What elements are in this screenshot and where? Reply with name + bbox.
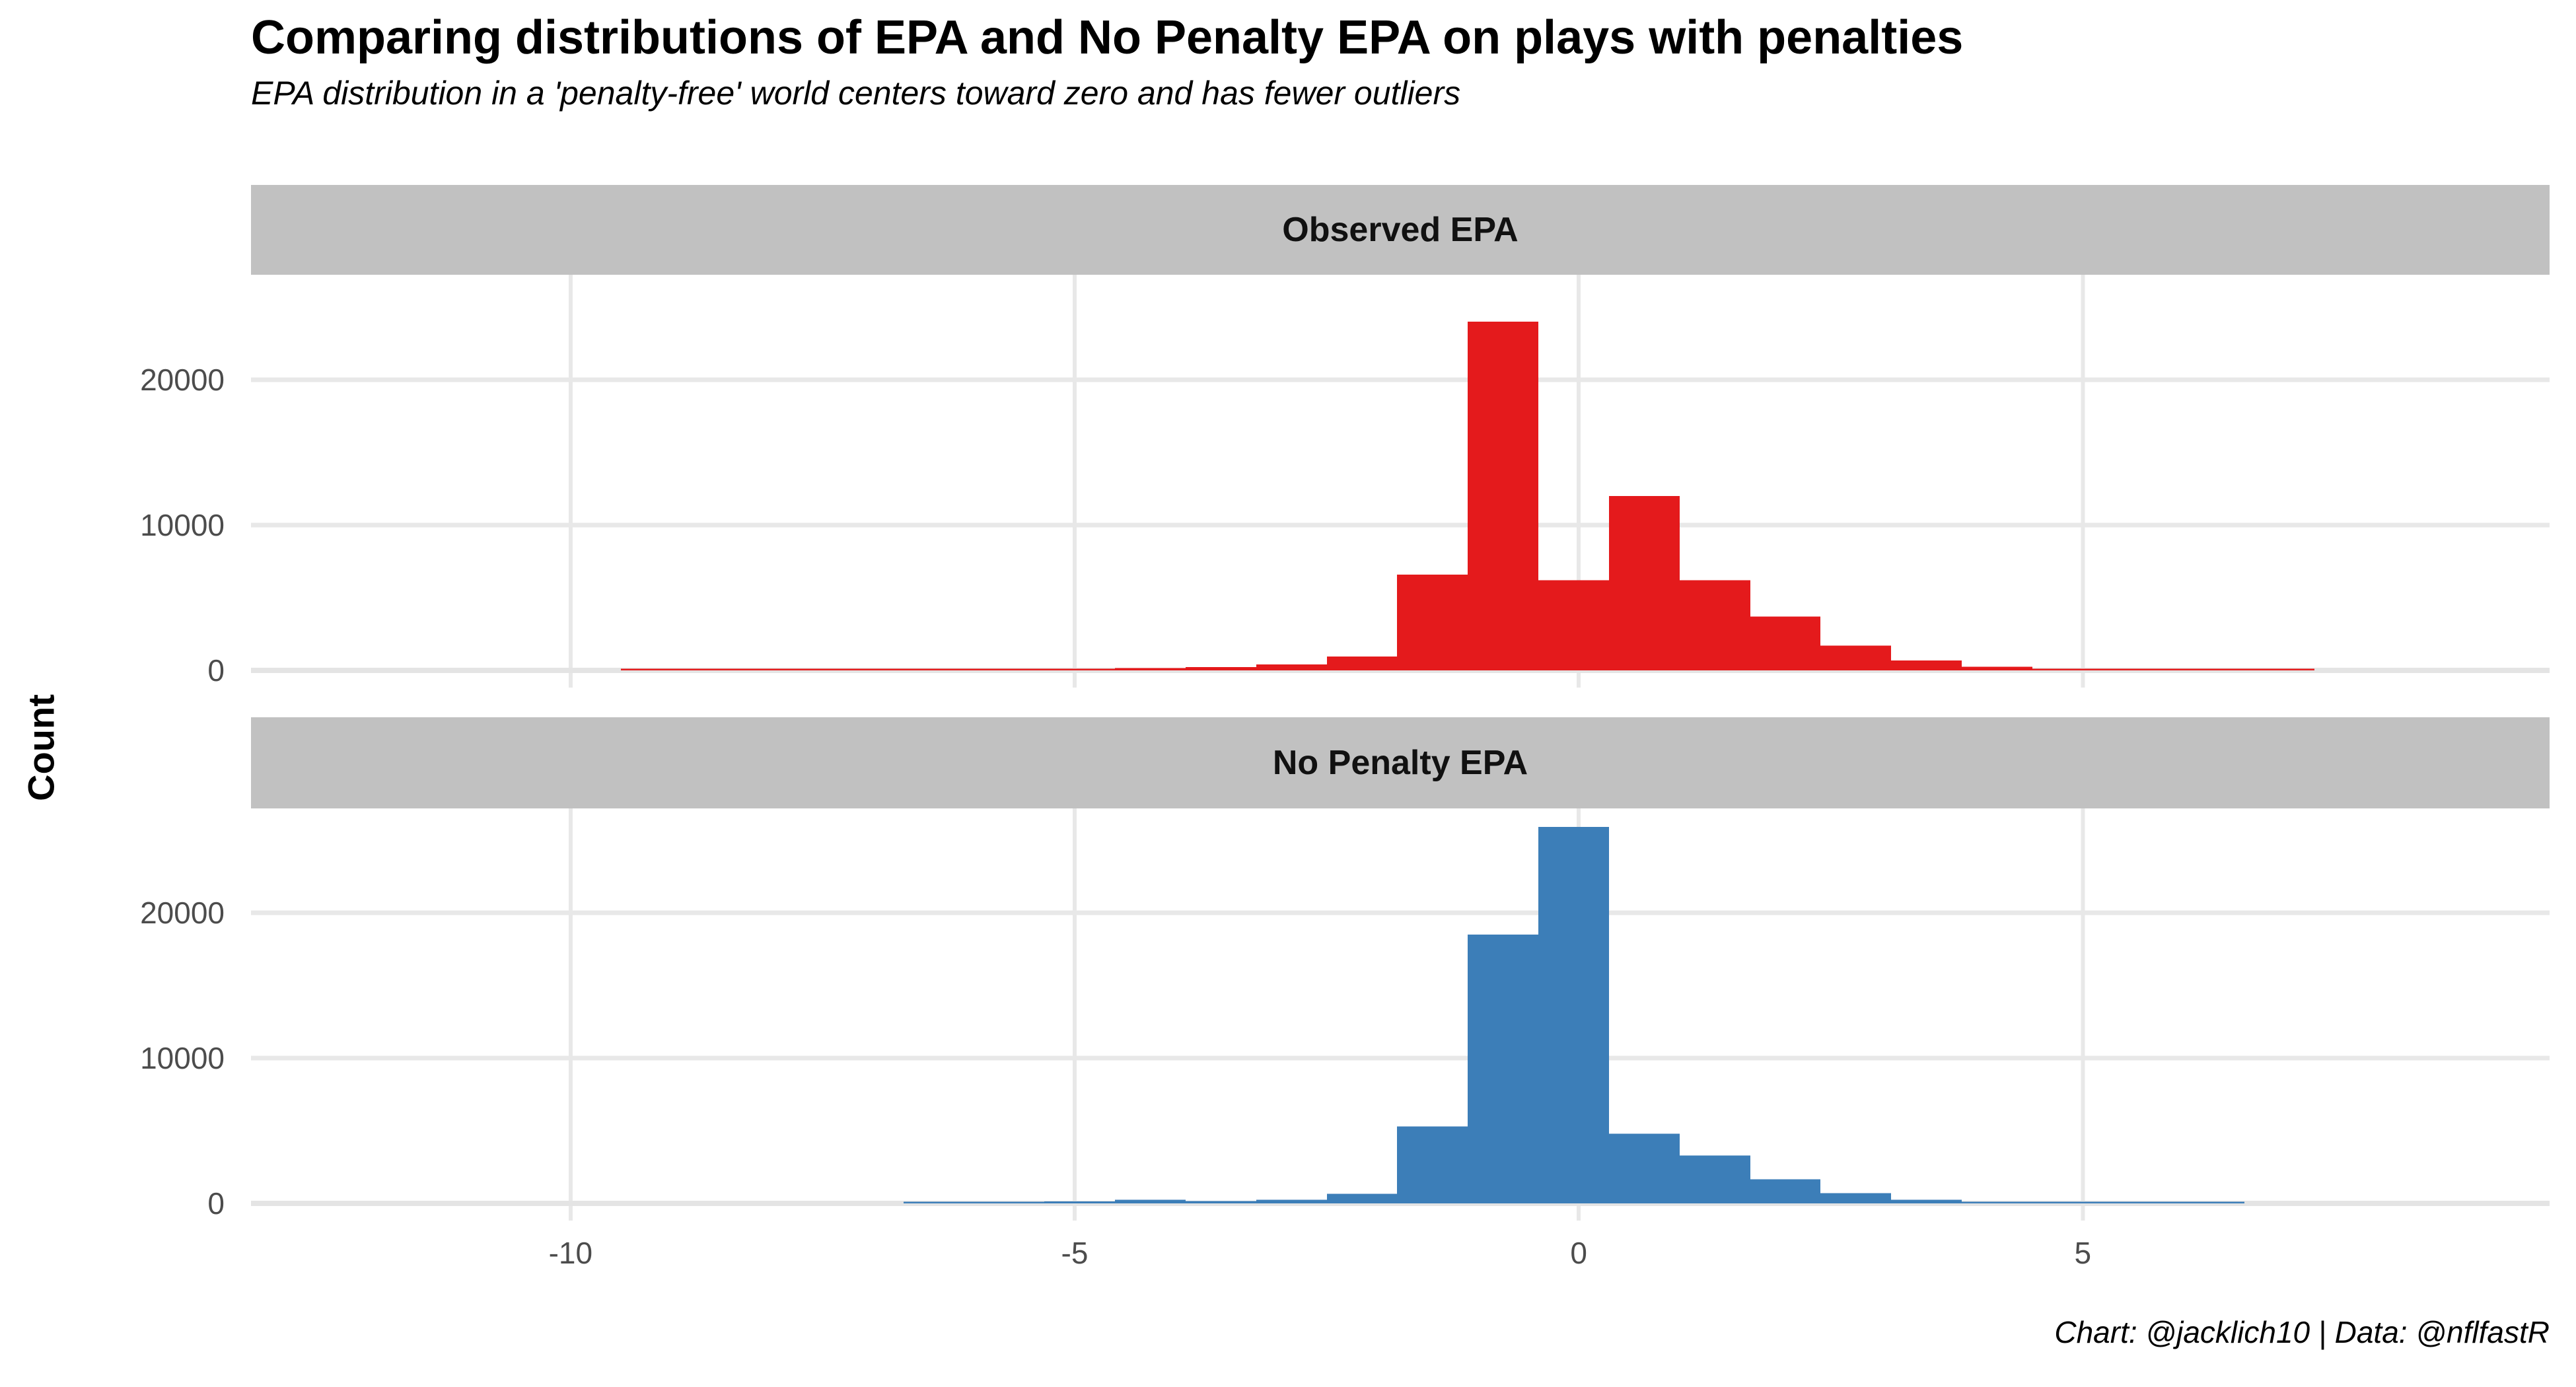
histogram-bar xyxy=(1256,1199,1327,1203)
histogram-bar xyxy=(762,668,833,670)
histogram-bar xyxy=(1820,1193,1891,1203)
histogram-bar xyxy=(1750,1179,1820,1203)
facet-panel-observed-epa xyxy=(251,275,2550,688)
histogram-bar xyxy=(2244,668,2314,670)
histogram-bar xyxy=(1750,616,1820,670)
histogram-bar xyxy=(1468,322,1538,670)
y-tick-label: 0 xyxy=(207,653,225,688)
histogram-bar xyxy=(1609,1133,1680,1203)
y-tick-label: 20000 xyxy=(140,363,225,397)
histogram-bar xyxy=(974,1201,1044,1203)
histogram-bar xyxy=(1397,1126,1468,1203)
histogram-bar xyxy=(1327,1193,1397,1203)
histogram-bar xyxy=(1962,1201,2032,1203)
histogram-bar xyxy=(1891,660,1962,670)
histogram-bar xyxy=(1680,1155,1750,1203)
facet-strip-no-penalty-epa: No Penalty EPA xyxy=(251,717,2550,808)
histogram-bar xyxy=(833,668,904,670)
histogram-bar xyxy=(2032,1201,2103,1203)
histogram-bar xyxy=(904,1201,974,1203)
histogram-bar xyxy=(1680,580,1750,670)
histogram-bar xyxy=(1044,668,1115,670)
y-tick-label: 0 xyxy=(207,1186,225,1221)
histogram-bar xyxy=(1256,664,1327,670)
histogram-bar xyxy=(2032,668,2103,670)
histogram-bar xyxy=(1538,580,1609,670)
histogram-bar xyxy=(1186,666,1256,670)
x-tick-label: -5 xyxy=(1061,1236,1089,1270)
histogram-bar xyxy=(974,668,1044,670)
histogram-bar xyxy=(1044,1201,1115,1203)
y-tick-label: 20000 xyxy=(140,896,225,930)
facet-strip-observed-epa: Observed EPA xyxy=(251,185,2550,275)
y-axis-title: Count xyxy=(20,694,62,801)
histogram-bar xyxy=(2174,1201,2244,1203)
histogram-bar xyxy=(904,668,974,670)
histogram-bar xyxy=(621,668,692,670)
histogram-bar xyxy=(692,668,762,670)
x-tick-label: 0 xyxy=(1570,1236,1587,1270)
histogram-bar xyxy=(1468,935,1538,1203)
histogram-bar xyxy=(1115,1199,1186,1203)
y-tick-label: 10000 xyxy=(140,508,225,542)
facet-panel-no-penalty-epa xyxy=(251,808,2550,1221)
histogram-bar xyxy=(2103,1201,2174,1203)
facet-strip-label: No Penalty EPA xyxy=(1272,744,1528,782)
histogram-bar xyxy=(1186,1201,1256,1203)
plot-title: Comparing distributions of EPA and No Pe… xyxy=(251,11,1964,64)
histogram-bar xyxy=(2103,668,2174,670)
facet-strip-label: Observed EPA xyxy=(1282,211,1519,249)
histogram-bar xyxy=(1820,645,1891,670)
plot-subtitle: EPA distribution in a 'penalty-free' wor… xyxy=(251,75,1461,112)
caption: Chart: @jacklich10 | Data: @nflfastR xyxy=(2054,1315,2550,1349)
histogram-bar xyxy=(1115,668,1186,670)
histogram-bar xyxy=(1538,827,1609,1203)
histogram-bar xyxy=(1962,666,2032,670)
y-tick-label: 10000 xyxy=(140,1041,225,1075)
histogram-bar xyxy=(1609,496,1680,670)
histogram-bar xyxy=(1327,657,1397,670)
histogram-bar xyxy=(1891,1199,1962,1203)
histogram-bar xyxy=(2174,668,2244,670)
x-tick-label: 5 xyxy=(2074,1236,2092,1270)
x-tick-label: -10 xyxy=(548,1236,593,1270)
histogram-bar xyxy=(1397,574,1468,670)
